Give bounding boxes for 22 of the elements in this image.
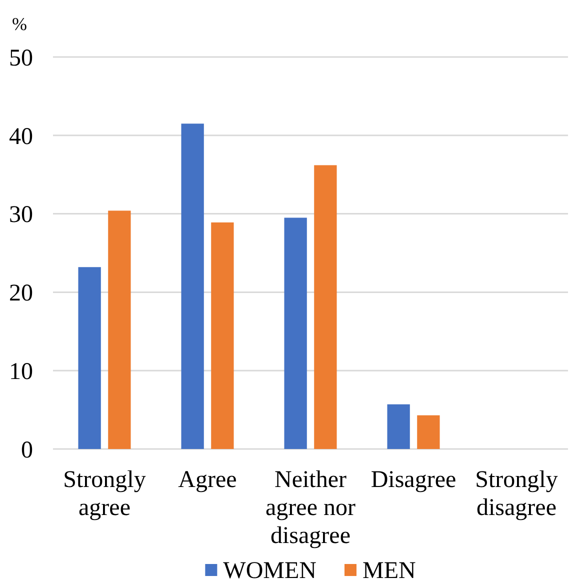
y-tick-label: 0 <box>21 437 33 464</box>
legend-label: MEN <box>362 558 416 584</box>
bar <box>108 210 131 449</box>
y-tick-label: 40 <box>9 124 33 150</box>
bar <box>314 165 337 449</box>
x-tick-label: Disagree <box>370 467 456 493</box>
x-tick-label: Agree <box>178 467 237 493</box>
bar <box>417 415 440 449</box>
y-tick-label: 10 <box>9 359 33 385</box>
y-tick-label: 50 <box>9 45 33 72</box>
bar <box>284 218 307 449</box>
y-axis-title: % <box>12 14 27 34</box>
y-tick-label: 20 <box>9 280 33 307</box>
legend-label: WOMEN <box>223 558 317 584</box>
x-tick-label: Neither agree nor disagree <box>266 467 356 549</box>
bar <box>181 124 204 449</box>
bar <box>211 222 234 449</box>
x-tick-label: Strongly disagree <box>475 467 558 521</box>
bar <box>387 404 410 449</box>
y-tick-label: 30 <box>9 202 33 228</box>
bar <box>78 267 101 449</box>
x-tick-label: Strongly agree <box>63 467 146 521</box>
